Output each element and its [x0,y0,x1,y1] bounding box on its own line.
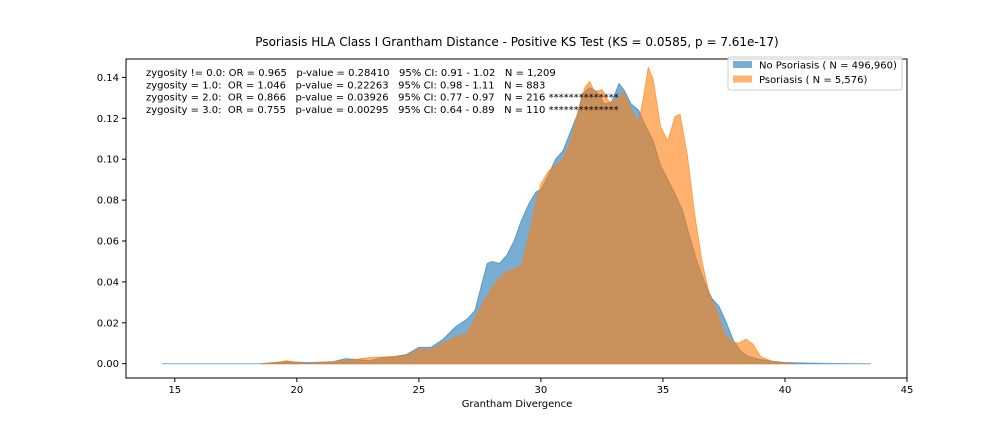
annotation-line: zygosity = 3.0: OR = 0.755 p-value = 0.0… [146,105,619,116]
y-tick-label: 0.06 [97,236,119,247]
x-tick-label: 40 [779,385,792,396]
legend-label-1: Psoriasis ( N = 5,576) [759,75,868,86]
y-tick-label: 0.12 [97,114,119,125]
axes-frame [125,58,908,379]
y-tick-label: 0.10 [97,155,119,166]
x-tick-label: 30 [535,385,548,396]
legend-swatch-1 [733,75,752,83]
x-ticks: 15 20 25 30 35 40 45 [168,378,913,396]
x-axis-label: Grantham Divergence [462,399,573,410]
y-ticks: 0.00 0.02 0.04 0.06 0.08 0.10 0.12 0.14 [97,73,126,370]
x-tick-label: 20 [290,385,303,396]
axes-layer [125,58,908,379]
y-tick-label: 0.14 [97,73,119,84]
x-tick-label: 45 [901,385,914,396]
legend-frame [727,56,903,91]
annotation-line: zygosity = 1.0: OR = 1.046 p-value = 0.2… [146,80,545,91]
annotation-line: zygosity = 2.0: OR = 0.866 p-value = 0.0… [146,93,619,104]
x-tick-label: 15 [168,385,181,396]
legend-label-0: No Psoriasis ( N = 496,960) [759,61,897,72]
y-tick-label: 0.02 [97,318,119,329]
series-area-1 [259,66,798,365]
y-tick-label: 0.04 [97,277,119,288]
stats-annotations: zygosity != 0.0: OR = 0.965 p-value = 0.… [146,68,619,116]
chart-title: Psoriasis HLA Class I Grantham Distance … [255,35,778,49]
annotation-line: zygosity != 0.0: OR = 0.965 p-value = 0.… [146,68,556,79]
series-layer [162,66,871,365]
legend-swatch-0 [733,61,752,68]
x-tick-label: 25 [413,385,426,396]
legend: No Psoriasis ( N = 496,960) Psoriasis ( N… [727,56,903,91]
y-tick-label: 0.08 [97,196,119,207]
y-tick-label: 0.00 [97,359,119,370]
x-tick-label: 35 [657,385,670,396]
